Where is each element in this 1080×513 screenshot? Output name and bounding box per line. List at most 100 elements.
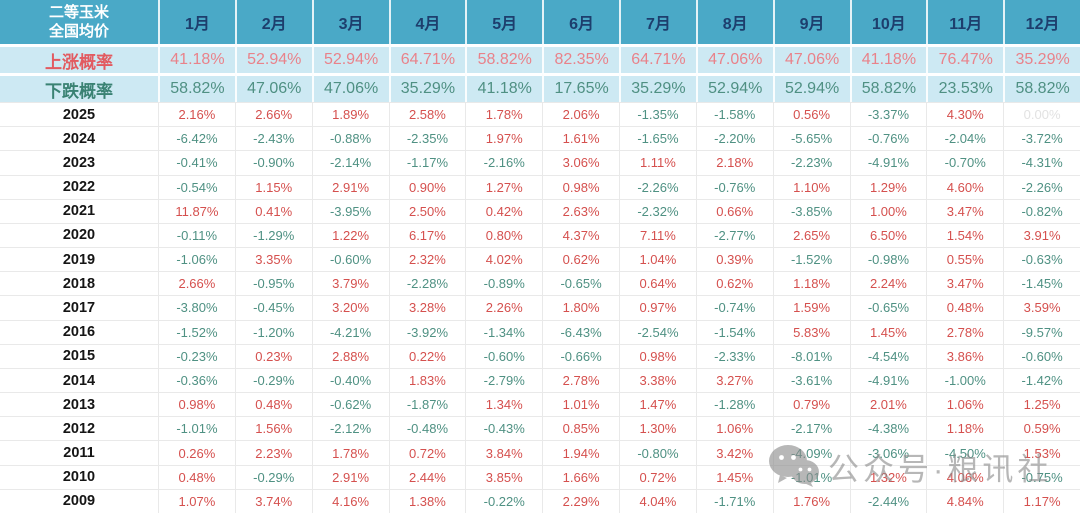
change-2021-month-2: 0.41% [234, 198, 312, 223]
rise-probability-month-3: 52.94% [311, 44, 389, 73]
change-2024-month-5: 1.97% [465, 126, 543, 151]
change-2011-month-10: -3.06% [849, 440, 927, 465]
month-header-11: 11月 [926, 0, 1004, 44]
change-2017-month-4: 3.28% [388, 295, 466, 320]
change-2023-month-7: 1.11% [619, 150, 696, 175]
change-2021-month-10: 1.00% [849, 198, 927, 223]
change-2020-month-7: 7.11% [619, 222, 696, 248]
change-2024-month-9: -5.65% [772, 126, 850, 151]
change-2025-month-8: -1.58% [695, 102, 773, 127]
change-2012-month-7: 1.30% [619, 416, 696, 441]
change-2016-month-2: -1.20% [234, 319, 312, 344]
change-2023-month-9: -2.23% [772, 150, 850, 175]
change-2019-month-6: 0.62% [542, 247, 619, 272]
fall-probability-month-10: 58.82% [849, 73, 927, 102]
change-2018-month-2: -0.95% [234, 271, 312, 296]
change-2012-month-8: 1.06% [695, 416, 773, 441]
change-2019-month-9: -1.52% [772, 247, 850, 272]
change-2024-month-1: -6.42% [158, 126, 235, 151]
change-2016-month-5: -1.34% [465, 319, 543, 344]
change-2025-month-7: -1.35% [619, 102, 696, 127]
change-2018-month-9: 1.18% [772, 271, 850, 296]
change-2024-month-6: 1.61% [542, 126, 619, 151]
change-2011-month-5: 3.84% [465, 440, 543, 465]
change-2011-month-3: 1.78% [311, 440, 389, 465]
change-2023-month-10: -4.91% [849, 150, 927, 175]
year-label-2012: 2012 [0, 416, 158, 441]
year-label-2022: 2022 [0, 174, 158, 199]
change-2025-month-6: 2.06% [542, 102, 619, 127]
rise-probability-month-8: 47.06% [695, 44, 773, 73]
change-2012-month-3: -2.12% [311, 416, 389, 441]
year-label-2015: 2015 [0, 343, 158, 368]
change-2017-month-7: 0.97% [619, 295, 696, 320]
change-2016-month-4: -3.92% [388, 319, 466, 344]
change-2013-month-8: -1.28% [695, 392, 773, 417]
fall-probability-month-1: 58.82% [158, 73, 235, 102]
change-2019-month-1: -1.06% [158, 247, 235, 272]
change-2009-month-5: -0.22% [465, 488, 543, 513]
change-2014-month-4: 1.83% [388, 367, 466, 393]
month-header-1: 1月 [158, 0, 235, 44]
change-2012-month-5: -0.43% [465, 416, 543, 441]
change-2024-month-4: -2.35% [388, 126, 466, 151]
change-2010-month-7: 0.72% [619, 464, 696, 489]
fall-probability-month-5: 41.18% [465, 73, 543, 102]
change-2022-month-8: -0.76% [695, 174, 773, 199]
change-2014-month-10: -4.91% [849, 367, 927, 393]
month-header-6: 6月 [542, 0, 619, 44]
change-2025-month-10: -3.37% [849, 102, 927, 127]
change-2009-month-11: 4.84% [926, 488, 1004, 513]
change-2023-month-3: -2.14% [311, 150, 389, 175]
change-2021-month-6: 2.63% [542, 198, 619, 223]
change-2013-month-9: 0.79% [772, 392, 850, 417]
change-2017-month-6: 1.80% [542, 295, 619, 320]
change-2010-month-11: 4.06% [926, 464, 1004, 489]
change-2017-month-8: -0.74% [695, 295, 773, 320]
change-2020-month-6: 4.37% [542, 222, 619, 248]
rise-probability-month-1: 41.18% [158, 44, 235, 73]
change-2024-month-10: -0.76% [849, 126, 927, 151]
fall-probability-month-4: 35.29% [388, 73, 466, 102]
change-2015-month-10: -4.54% [849, 343, 927, 368]
change-2015-month-9: -8.01% [772, 343, 850, 368]
change-2024-month-3: -0.88% [311, 126, 389, 151]
change-2016-month-11: 2.78% [926, 319, 1004, 344]
change-2024-month-12: -3.72% [1003, 126, 1080, 151]
fall-probability-month-2: 47.06% [234, 73, 312, 102]
change-2009-month-3: 4.16% [311, 488, 389, 513]
change-2011-month-12: 1.53% [1003, 440, 1080, 465]
year-label-2013: 2013 [0, 392, 158, 417]
fall-probability-month-3: 47.06% [311, 73, 389, 102]
change-2015-month-5: -0.60% [465, 343, 543, 368]
change-2012-month-6: 0.85% [542, 416, 619, 441]
change-2014-month-8: 3.27% [695, 367, 773, 393]
fall-probability-month-12: 58.82% [1003, 73, 1080, 102]
month-header-5: 5月 [465, 0, 543, 44]
change-2009-month-1: 1.07% [158, 488, 235, 513]
year-label-2017: 2017 [0, 295, 158, 320]
change-2010-month-12: -0.75% [1003, 464, 1080, 489]
change-2019-month-5: 4.02% [465, 247, 543, 272]
change-2012-month-9: -2.17% [772, 416, 850, 441]
rise-probability-month-12: 35.29% [1003, 44, 1080, 73]
change-2015-month-1: -0.23% [158, 343, 235, 368]
change-2023-month-5: -2.16% [465, 150, 543, 175]
change-2025-month-4: 2.58% [388, 102, 466, 127]
table-corner-title: 二等玉米 全国均价 [0, 0, 158, 44]
change-2017-month-12: 3.59% [1003, 295, 1080, 320]
year-label-2025: 2025 [0, 102, 158, 127]
month-header-10: 10月 [849, 0, 927, 44]
change-2015-month-8: -2.33% [695, 343, 773, 368]
change-2018-month-7: 0.64% [619, 271, 696, 296]
change-2014-month-9: -3.61% [772, 367, 850, 393]
change-2022-month-12: -2.26% [1003, 174, 1080, 199]
change-2009-month-8: -1.71% [695, 488, 773, 513]
change-2014-month-5: -2.79% [465, 367, 543, 393]
change-2015-month-7: 0.98% [619, 343, 696, 368]
change-2025-month-12: 0.00% [1003, 102, 1080, 127]
change-2024-month-11: -2.04% [926, 126, 1004, 151]
change-2010-month-9: -1.01% [772, 464, 850, 489]
change-2014-month-1: -0.36% [158, 367, 235, 393]
change-2023-month-6: 3.06% [542, 150, 619, 175]
